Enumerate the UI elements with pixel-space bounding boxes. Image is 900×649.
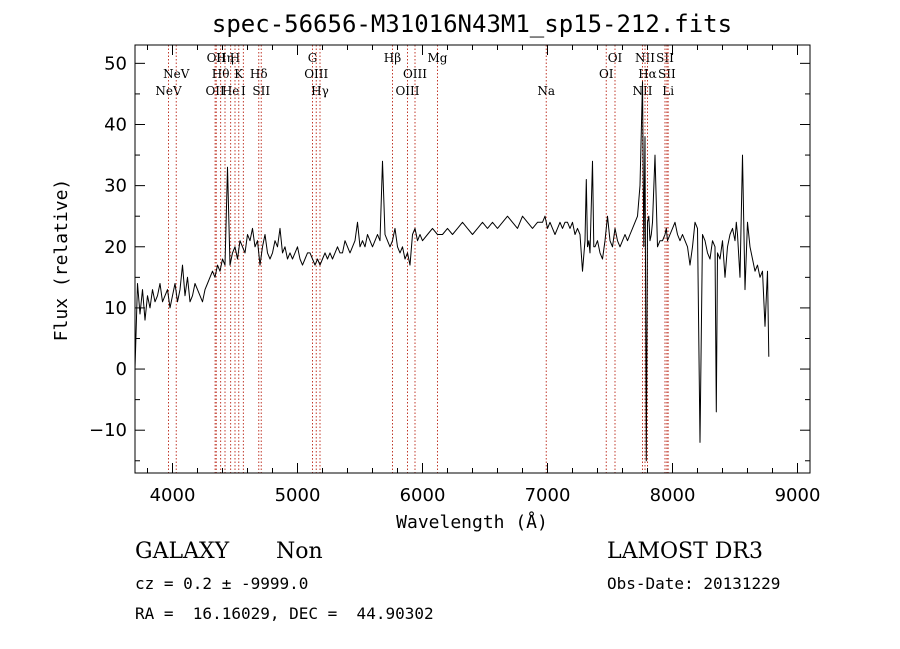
line-label: I — [241, 84, 246, 98]
line-label: SII — [656, 51, 674, 65]
line-label: Hθ — [212, 67, 230, 81]
object-subclass: Non — [276, 539, 323, 564]
x-tick-label: 8000 — [650, 485, 696, 506]
line-label: K — [234, 67, 244, 81]
y-tick-label: 50 — [104, 53, 127, 74]
line-label: Hγ — [311, 84, 329, 98]
y-tick-label: 40 — [104, 114, 127, 135]
line-label: He — [222, 84, 240, 98]
object-class: GALAXY — [135, 539, 230, 564]
line-label: OIII — [395, 84, 419, 98]
spectrum-line — [134, 81, 770, 462]
line-label: Na — [537, 84, 555, 98]
spectrum-series — [134, 81, 770, 462]
line-label: Hδ — [250, 67, 268, 81]
x-axis-ticks: 4000 5000 6000 7000 8000 9000 — [147, 45, 821, 506]
y-tick-label: 0 — [116, 359, 127, 380]
emission-line-markers: NeVNeVOIIOIIHθHηHeHKIHδSIIGOIIIHγHβOIIIO… — [155, 45, 676, 473]
chart-title: spec-56656-M31016N43M1_sp15-212.fits — [212, 10, 732, 38]
coordinates: RA = 16.16029, DEC = 44.90302 — [135, 604, 434, 623]
line-label: Hη — [216, 51, 234, 65]
y-axis-label: Flux (relative) — [51, 179, 72, 342]
x-tick-label: 6000 — [400, 485, 446, 506]
line-label: NII — [635, 51, 655, 65]
line-label: Mg — [428, 51, 448, 65]
x-tick-label: 5000 — [275, 485, 321, 506]
x-tick-label: 4000 — [150, 485, 196, 506]
plot-frame — [134, 44, 811, 474]
line-label: Hβ — [384, 51, 401, 65]
line-label: NeV — [163, 67, 190, 81]
line-label: OI — [599, 67, 614, 81]
y-tick-label: 30 — [104, 176, 127, 197]
x-tick-label: 9000 — [775, 485, 821, 506]
line-label: G — [308, 51, 318, 65]
line-label: OII — [207, 51, 227, 65]
redshift-cz: cz = 0.2 ± -9999.0 — [135, 574, 309, 593]
y-tick-label: −10 — [89, 420, 127, 441]
line-label: Li — [662, 84, 674, 98]
line-label: SII — [252, 84, 270, 98]
line-label: OIII — [304, 67, 328, 81]
y-tick-label: 20 — [104, 237, 127, 258]
obs-date: Obs-Date: 20131229 — [607, 574, 781, 593]
line-label: OI — [608, 51, 623, 65]
survey-name: LAMOST DR3 — [607, 539, 763, 564]
spectrum-chart: spec-56656-M31016N43M1_sp15-212.fits NeV… — [51, 10, 821, 533]
line-label: Hα — [638, 67, 657, 81]
line-label: H — [230, 51, 240, 65]
line-label: OIII — [403, 67, 427, 81]
x-axis-label: Wavelength (Å) — [396, 511, 548, 533]
y-tick-label: 10 — [104, 298, 127, 319]
x-tick-label: 7000 — [525, 485, 571, 506]
y-axis-ticks: −10 0 10 20 30 40 50 — [89, 53, 810, 462]
line-label: NeV — [155, 84, 182, 98]
line-label: SII — [658, 67, 676, 81]
